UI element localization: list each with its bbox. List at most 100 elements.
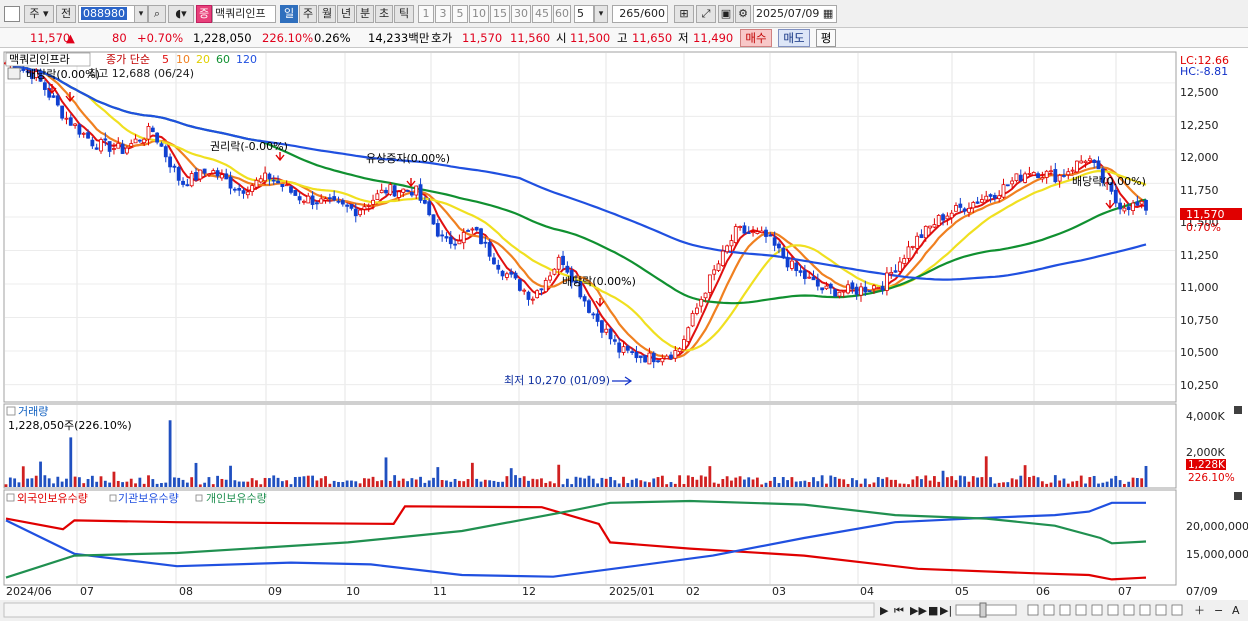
volume-bar <box>907 484 910 487</box>
type-select[interactable]: 주 ▾ <box>24 5 54 23</box>
tool-icon[interactable] <box>1059 604 1071 616</box>
scroll-end-icon[interactable]: ▶| <box>940 604 952 617</box>
interval-60[interactable]: 60 <box>553 5 571 23</box>
search-icon[interactable]: ⌕ <box>148 5 166 23</box>
volume-bar <box>108 482 112 487</box>
candle-body <box>1044 170 1049 178</box>
volume-bar <box>842 479 846 487</box>
date-input[interactable]: 2025/07/09 ▦ <box>753 5 837 23</box>
volume-bar <box>43 475 47 487</box>
table-view-icon[interactable] <box>7 67 21 80</box>
volume-bar <box>501 481 504 487</box>
interval-1[interactable]: 1 <box>418 5 434 23</box>
tool-icon[interactable] <box>1155 604 1167 616</box>
candle-body <box>38 70 43 82</box>
volume-bar <box>285 480 289 487</box>
prev-button[interactable]: 전 <box>56 5 76 23</box>
save-icon[interactable]: ▣ <box>718 5 734 23</box>
period-week[interactable]: 주 <box>299 5 317 23</box>
period-month[interactable]: 월 <box>318 5 336 23</box>
candle-body <box>1049 170 1053 173</box>
scroll-first-icon[interactable]: ⏮ <box>894 604 904 617</box>
candle-body <box>155 132 160 143</box>
candle-body <box>86 132 90 139</box>
volume-bar <box>337 481 340 487</box>
volume-bar <box>8 477 12 487</box>
candle-body <box>962 208 967 212</box>
interval-dropdown-icon[interactable]: ▾ <box>594 5 608 23</box>
chart-area[interactable]: 맥쿼리인프라 종가 단순 5 10 20 60 120 배당락(0.00%) 최… <box>0 48 1248 621</box>
indicator-icon[interactable]: ⊞ <box>674 5 694 23</box>
candle-body <box>319 198 324 204</box>
volume-bar <box>967 481 971 487</box>
candle-body <box>1001 184 1006 198</box>
volume-bar <box>112 471 116 487</box>
sell-button[interactable]: 매도 <box>778 29 810 47</box>
period-day[interactable]: 일 <box>280 5 298 23</box>
speaker-icon[interactable]: ◖▾ <box>168 5 194 23</box>
tool-icon[interactable] <box>1171 604 1183 616</box>
volume-panel-close-icon[interactable] <box>1234 406 1242 414</box>
tool-icon[interactable] <box>1123 604 1135 616</box>
volume-bar <box>90 475 94 487</box>
draw-tool-icon[interactable]: ⤢ <box>696 5 716 23</box>
period-minute[interactable]: 분 <box>356 5 374 23</box>
holdings-line <box>5 505 1147 581</box>
interval-3[interactable]: 3 <box>435 5 451 23</box>
font-size-icon[interactable]: A <box>1232 604 1240 617</box>
volume-panel-toggle[interactable] <box>6 406 16 416</box>
horizontal-scrollbar[interactable] <box>3 602 875 618</box>
period-year[interactable]: 년 <box>337 5 355 23</box>
eval-button[interactable]: 평 <box>816 29 836 47</box>
count-input[interactable]: 265/600 <box>612 5 668 23</box>
interval-5[interactable]: 5 <box>452 5 468 23</box>
zoom-out-icon[interactable]: − <box>1214 604 1223 617</box>
tool-icon[interactable] <box>1043 604 1055 616</box>
code-dropdown-icon[interactable]: ▾ <box>134 5 148 23</box>
candle-body <box>1018 174 1023 181</box>
scroll-last-icon[interactable]: ▶▶ <box>910 604 927 617</box>
candle-body <box>384 189 388 194</box>
candle-body <box>686 327 691 342</box>
tool-icon[interactable] <box>1139 604 1151 616</box>
chart-window-icon[interactable] <box>4 6 20 22</box>
x-axis-label: 12 <box>522 585 536 598</box>
tool-icon[interactable] <box>1075 604 1087 616</box>
candle-body <box>345 204 350 207</box>
candle-body <box>794 262 799 272</box>
period-second[interactable]: 초 <box>375 5 393 23</box>
gear-icon[interactable]: ⚙ <box>735 5 751 23</box>
volume-bar <box>151 479 155 487</box>
volume-bar <box>1075 480 1079 487</box>
volume-bar <box>721 479 725 487</box>
stop-icon[interactable]: ■ <box>928 604 938 617</box>
tool-icon[interactable] <box>1027 604 1039 616</box>
holdings-panel-toggle[interactable] <box>6 493 15 502</box>
x-axis-label: 05 <box>955 585 969 598</box>
candle-body <box>245 191 250 196</box>
interval-10[interactable]: 10 <box>469 5 489 23</box>
interval-15[interactable]: 15 <box>490 5 510 23</box>
candle-body <box>271 179 276 182</box>
period-tick[interactable]: 틱 <box>394 5 414 23</box>
zoom-in-icon[interactable]: ＋ <box>1194 604 1205 617</box>
holdings-panel-close-icon[interactable] <box>1234 492 1242 500</box>
volume-bar <box>423 482 427 487</box>
candle-body <box>954 205 958 212</box>
volume-bar <box>52 483 55 487</box>
interval-45[interactable]: 45 <box>532 5 552 23</box>
interval-input[interactable]: 5 <box>574 5 594 23</box>
tool-icon[interactable] <box>1091 604 1103 616</box>
volume-bar <box>1023 465 1027 487</box>
interval-30[interactable]: 30 <box>511 5 531 23</box>
candle-body <box>720 250 725 266</box>
scroll-right-icon[interactable]: ▶ <box>880 604 889 617</box>
calendar-icon[interactable]: ▦ <box>822 7 834 20</box>
buy-button[interactable]: 매수 <box>740 29 772 47</box>
code-input[interactable]: 088980 <box>78 5 144 23</box>
volume-bar <box>311 475 314 487</box>
tool-icon[interactable] <box>1107 604 1119 616</box>
volume-bar <box>1032 475 1036 487</box>
stock-name[interactable]: 맥쿼리인프 <box>212 5 276 23</box>
zoom-slider-handle[interactable] <box>979 602 987 618</box>
